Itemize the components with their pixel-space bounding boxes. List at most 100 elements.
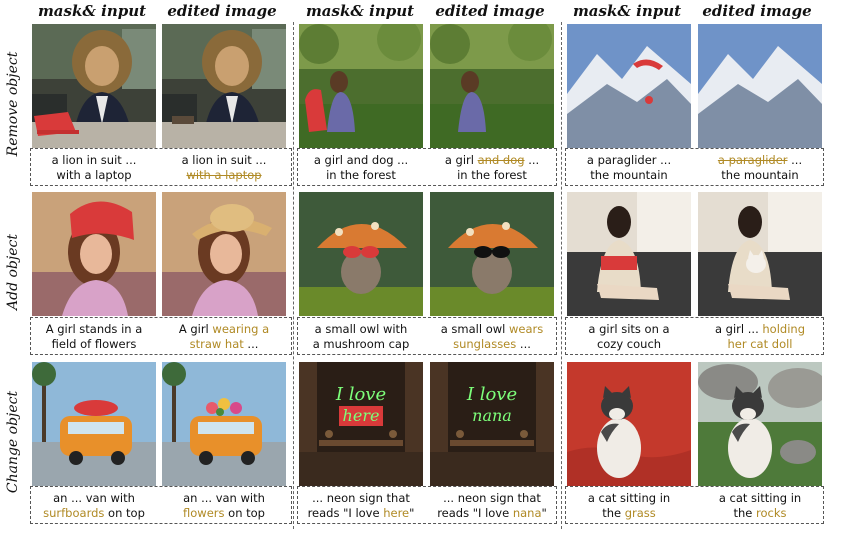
- caption-line: ... neon sign that: [430, 491, 554, 506]
- input-caption: a cat sitting in the grass: [567, 488, 691, 523]
- input-caption: ... neon sign that reads "I love here": [299, 488, 423, 523]
- caption-text: ...: [516, 336, 531, 351]
- caption-line: flowers on top: [162, 506, 286, 521]
- input-caption: a girl sits on a cozy couch: [567, 319, 691, 354]
- caption-text: on top: [224, 505, 265, 520]
- highlighted-text: flowers: [183, 505, 225, 520]
- caption-text: field of flowers: [51, 336, 137, 351]
- caption-text: a lion in suit ...: [181, 152, 267, 167]
- caption-text: ...: [243, 336, 259, 351]
- highlighted-text: straw hat: [189, 336, 244, 351]
- edited-caption: a lion in suit ... with a laptop: [162, 150, 286, 185]
- struck-text: a paraglider: [717, 152, 788, 167]
- caption-line: field of flowers: [32, 337, 156, 352]
- row-label-change: Change object: [5, 390, 21, 494]
- caption-text: the: [733, 505, 757, 520]
- caption-line: her cat doll: [698, 337, 822, 352]
- image-girl-cat-doll-edited: [698, 192, 822, 316]
- caption-text: ": [409, 505, 415, 520]
- column-header-2: edited image: [167, 2, 277, 20]
- caption-text: A girl: [178, 321, 213, 336]
- column-header-6: edited image: [702, 2, 812, 20]
- caption-line: cozy couch: [567, 337, 691, 352]
- edited-caption: a girl ... holding her cat doll: [698, 319, 822, 354]
- column-header-4: edited image: [435, 2, 545, 20]
- caption-line: a girl ... holding: [698, 322, 822, 337]
- caption-box: [297, 486, 557, 524]
- caption-text: an ... van with: [53, 490, 135, 505]
- highlighted-text: surfboards: [43, 505, 105, 520]
- caption-line: a girl sits on a: [567, 322, 691, 337]
- caption-box: [565, 148, 824, 186]
- caption-text: a lion in suit ...: [51, 152, 137, 167]
- image-girl-flowers-masked: [32, 192, 156, 316]
- caption-line: with a laptop: [32, 168, 156, 183]
- highlighted-text: nana: [512, 505, 542, 520]
- highlighted-text: wears: [509, 321, 544, 336]
- input-caption: a girl and dog ... in the forest: [299, 150, 423, 185]
- caption-text: a girl sits on a: [588, 321, 670, 336]
- neon-text-line2: here: [343, 406, 380, 425]
- caption-text: a girl: [444, 152, 478, 167]
- caption-line: the mountain: [567, 168, 691, 183]
- caption-text: a paraglider ...: [586, 152, 672, 167]
- edited-caption: A girl wearing a straw hat ...: [162, 319, 286, 354]
- caption-line: a girl and dog ...: [430, 153, 554, 168]
- image-owl-masked: [299, 192, 423, 316]
- caption-line: in the forest: [299, 168, 423, 183]
- caption-line: reads "I love nana": [430, 506, 554, 521]
- caption-line: the rocks: [698, 506, 822, 521]
- image-girl-dog-masked: [299, 24, 423, 148]
- caption-line: A girl stands in a: [32, 322, 156, 337]
- caption-line: a paraglider ...: [698, 153, 822, 168]
- image-paraglider-masked: [567, 24, 691, 148]
- caption-text: A girl stands in a: [45, 321, 143, 336]
- caption-box: [565, 486, 824, 524]
- caption-text: a cat sitting in: [718, 490, 802, 505]
- caption-text: the: [602, 505, 625, 520]
- caption-box: [30, 148, 292, 186]
- caption-text: on top: [104, 505, 145, 520]
- caption-text: ...: [524, 152, 540, 167]
- caption-text: in the forest: [326, 167, 396, 182]
- edited-caption: a small owl wears sunglasses ...: [430, 319, 554, 354]
- caption-text: a girl and dog ...: [313, 152, 409, 167]
- image-cat-grass-masked: [567, 362, 691, 486]
- input-caption: a small owl with a mushroom cap: [299, 319, 423, 354]
- caption-text: the mountain: [590, 167, 668, 182]
- caption-line: a cat sitting in: [567, 491, 691, 506]
- column-separator: [561, 22, 562, 529]
- highlighted-text: rocks: [756, 505, 787, 520]
- caption-text: reads "I love: [437, 505, 513, 520]
- input-caption: an ... van with surfboards on top: [32, 488, 156, 523]
- highlighted-text: sunglasses: [453, 336, 517, 351]
- caption-line: a small owl wears: [430, 322, 554, 337]
- highlighted-text: here: [383, 505, 410, 520]
- caption-box: [297, 148, 557, 186]
- neon-text-line1: I love: [466, 384, 517, 405]
- neon-text-line1: I love: [335, 384, 386, 405]
- image-girl-couch-masked: [567, 192, 691, 316]
- caption-box: [565, 317, 824, 355]
- caption-line: an ... van with: [162, 491, 286, 506]
- caption-line: in the forest: [430, 168, 554, 183]
- image-van-flowers-edited: [162, 362, 286, 486]
- caption-line: a lion in suit ...: [162, 153, 286, 168]
- caption-text: a cat sitting in: [587, 490, 671, 505]
- caption-text: with a laptop: [56, 167, 132, 182]
- caption-line: ... neon sign that: [299, 491, 423, 506]
- highlighted-text: wearing a: [212, 321, 270, 336]
- column-header-3: mask& input: [305, 2, 415, 20]
- caption-line: the grass: [567, 506, 691, 521]
- edited-caption: an ... van with flowers on top: [162, 488, 286, 523]
- caption-line: a lion in suit ...: [32, 153, 156, 168]
- edited-caption: a girl and dog ... in the forest: [430, 150, 554, 185]
- caption-box: [297, 317, 557, 355]
- caption-text: an ... van with: [183, 490, 265, 505]
- image-cat-rocks-edited: [698, 362, 822, 486]
- input-caption: A girl stands in a field of flowers: [32, 319, 156, 354]
- caption-line: sunglasses ...: [430, 337, 554, 352]
- struck-text: and dog: [477, 152, 525, 167]
- highlighted-text: grass: [624, 505, 656, 520]
- edited-caption: a paraglider ... the mountain: [698, 150, 822, 185]
